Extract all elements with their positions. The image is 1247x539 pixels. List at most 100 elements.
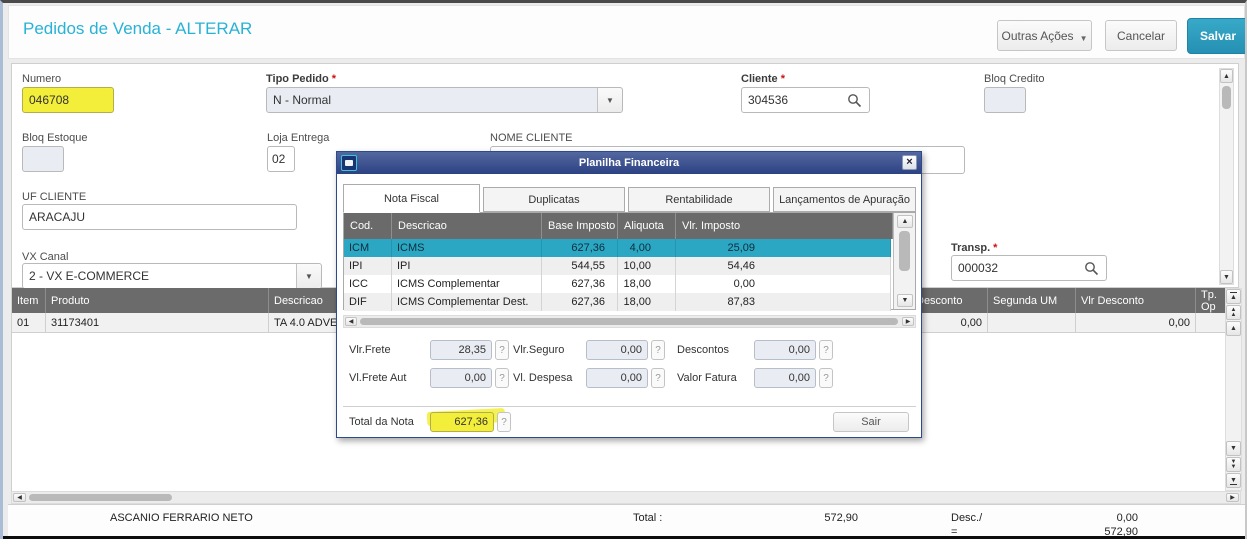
scrollbar-thumb[interactable] (899, 231, 910, 271)
column-header-base-imposto[interactable]: Base Imposto (542, 213, 618, 239)
scroll-right-button[interactable]: ▶ (902, 317, 914, 326)
close-icon[interactable]: × (902, 155, 917, 170)
help-icon[interactable]: ? (495, 368, 509, 388)
vlr-desconto-cell[interactable]: 0,00 (1076, 313, 1196, 333)
scrollbar-thumb[interactable] (360, 318, 898, 325)
tp-op-cell[interactable] (1196, 313, 1226, 333)
page-up-button[interactable]: ▲ ▲ (1226, 305, 1241, 320)
left-arrow-icon: ◀ (348, 319, 354, 325)
top-stop-icon: ▲ (1230, 292, 1237, 301)
transp-input[interactable]: 000032 (951, 255, 1107, 281)
cliente-input[interactable]: 304536 (741, 87, 870, 113)
equals-label: = (951, 526, 958, 538)
right-arrow-icon: ▶ (1230, 495, 1235, 501)
table-vertical-scrollbar[interactable]: ▲ ▼ (893, 213, 915, 309)
grid-horizontal-scrollbar[interactable]: ◀ ▶ (11, 491, 1241, 504)
scroll-to-top-button[interactable]: ▲ (1226, 289, 1241, 304)
search-icon[interactable] (847, 93, 862, 108)
vlr-seguro-input[interactable]: 0,00 (586, 340, 648, 360)
scroll-to-bottom-button[interactable]: ▼ (1226, 473, 1241, 488)
down-arrow-icon: ▼ (1230, 445, 1237, 452)
impostos-table: Cod. Descricao Base Imposto Aliquota Vlr… (343, 212, 916, 311)
column-header-cod[interactable]: Cod. (344, 213, 392, 239)
column-header-item[interactable]: Item (12, 288, 46, 313)
valor-fatura-input[interactable]: 0,00 (754, 368, 816, 388)
vlr-frete-input[interactable]: 28,35 (430, 340, 492, 360)
scroll-down-button[interactable]: ▼ (897, 294, 913, 307)
loja-entrega-input[interactable]: 02 (267, 146, 295, 172)
dialog-titlebar[interactable]: Planilha Financeira (337, 152, 921, 174)
page-down-button[interactable]: ▼ ▼ (1226, 457, 1241, 472)
scroll-right-button[interactable]: ▶ (1226, 493, 1239, 502)
help-icon[interactable]: ? (819, 368, 833, 388)
grid-vertical-navigation[interactable]: ▲ ▲ ▲ ▲ ▼ ▼ ▼ ▼ (1225, 288, 1242, 491)
sair-button[interactable]: Sair (833, 412, 909, 432)
header-bar: Pedidos de Venda - ALTERAR Outras Ações … (8, 5, 1245, 59)
tipo-pedido-select[interactable]: N - Normal ▼ (266, 87, 623, 113)
chevron-down-icon[interactable]: ▼ (597, 88, 622, 112)
liquido-value: 572,90 (1104, 526, 1138, 538)
form-vertical-scrollbar[interactable]: ▲ ▼ (1219, 68, 1234, 285)
row-up-button[interactable]: ▲ (1226, 321, 1241, 336)
column-header-descricao[interactable]: Descricao (392, 213, 542, 239)
column-header-aliquota[interactable]: Aliquota (618, 213, 676, 239)
table-row-dif[interactable]: DIF ICMS Complementar Dest. 627,36 18,00… (344, 293, 891, 311)
help-icon[interactable]: ? (497, 412, 511, 432)
row-down-button[interactable]: ▼ (1226, 441, 1241, 456)
item-cell[interactable]: 01 (12, 313, 46, 333)
uf-cliente-input[interactable]: ARACAJU (22, 204, 297, 230)
cliente-nome-text: ASCANIO FERRARIO NETO (110, 512, 253, 524)
column-header-vlr-desconto[interactable]: Vlr Desconto (1076, 288, 1196, 313)
cancelar-button[interactable]: Cancelar (1105, 20, 1177, 51)
search-icon[interactable] (1084, 261, 1099, 276)
scroll-down-button[interactable]: ▼ (1220, 270, 1233, 284)
total-value: 572,90 (824, 512, 858, 524)
tab-rentabilidade[interactable]: Rentabilidade (628, 187, 770, 212)
vx-canal-select[interactable]: 2 - VX E-COMMERCE ▼ (22, 263, 322, 289)
desconto-cell[interactable]: 0,00 (911, 313, 988, 333)
column-header-tp-op[interactable]: Tp. Op (1196, 288, 1226, 313)
vl-frete-aut-label: Vl.Frete Aut (349, 372, 407, 384)
valor-fatura-label: Valor Fatura (677, 372, 737, 384)
segunda-um-cell[interactable] (988, 313, 1076, 333)
scrollbar-thumb[interactable] (29, 494, 172, 501)
chevron-down-icon[interactable]: ▼ (296, 264, 321, 288)
bloq-credito-input[interactable] (984, 87, 1026, 113)
numero-input[interactable]: 046708 (22, 87, 114, 113)
tab-duplicatas[interactable]: Duplicatas (483, 187, 625, 212)
table-row-icc[interactable]: ICC ICMS Complementar 627,36 18,00 0,00 (344, 275, 891, 293)
help-icon[interactable]: ? (651, 368, 665, 388)
up-arrow-icon: ▲ (1223, 72, 1230, 80)
column-header-segunda-um[interactable]: Segunda UM (988, 288, 1076, 313)
loja-entrega-label: Loja Entrega (267, 132, 330, 144)
help-icon[interactable]: ? (651, 340, 665, 360)
scroll-left-button[interactable]: ◀ (13, 493, 26, 502)
produto-cell[interactable]: 31173401 (46, 313, 269, 333)
scroll-left-button[interactable]: ◀ (345, 317, 357, 326)
vl-despesa-input[interactable]: 0,00 (586, 368, 648, 388)
tab-lancamentos-apuracao[interactable]: Lançamentos de Apuração (773, 187, 916, 212)
window-bottom-edge (3, 536, 1245, 539)
bloq-estoque-input[interactable] (22, 146, 64, 172)
table-row-icm[interactable]: ICM ICMS 627,36 4,00 25,09 (344, 239, 891, 257)
left-arrow-icon: ◀ (17, 495, 22, 501)
help-icon[interactable]: ? (819, 340, 833, 360)
total-da-nota-input[interactable]: 627,36 (430, 412, 494, 432)
tab-nota-fiscal[interactable]: Nota Fiscal (343, 184, 480, 213)
salvar-button[interactable]: Salvar (1187, 18, 1245, 54)
table-row-ipi[interactable]: IPI IPI 544,55 10,00 54,46 (344, 257, 891, 275)
column-header-vlr-imposto[interactable]: Vlr. Imposto (676, 213, 893, 239)
outras-acoes-button[interactable]: Outras Ações ▼ (997, 20, 1092, 51)
column-header-desconto[interactable]: Desconto (911, 288, 988, 313)
scroll-up-button[interactable]: ▲ (897, 215, 913, 228)
table-horizontal-scrollbar[interactable]: ◀ ▶ (343, 315, 916, 328)
scrollbar-thumb[interactable] (1222, 86, 1231, 109)
required-marker: * (331, 73, 337, 85)
descontos-input[interactable]: 0,00 (754, 340, 816, 360)
scroll-up-button[interactable]: ▲ (1220, 69, 1233, 83)
descontos-label: Descontos (677, 344, 729, 356)
help-icon[interactable]: ? (495, 340, 509, 360)
column-header-produto[interactable]: Produto (46, 288, 269, 313)
vl-frete-aut-input[interactable]: 0,00 (430, 368, 492, 388)
down-arrow-icon: ▼ (901, 297, 909, 304)
